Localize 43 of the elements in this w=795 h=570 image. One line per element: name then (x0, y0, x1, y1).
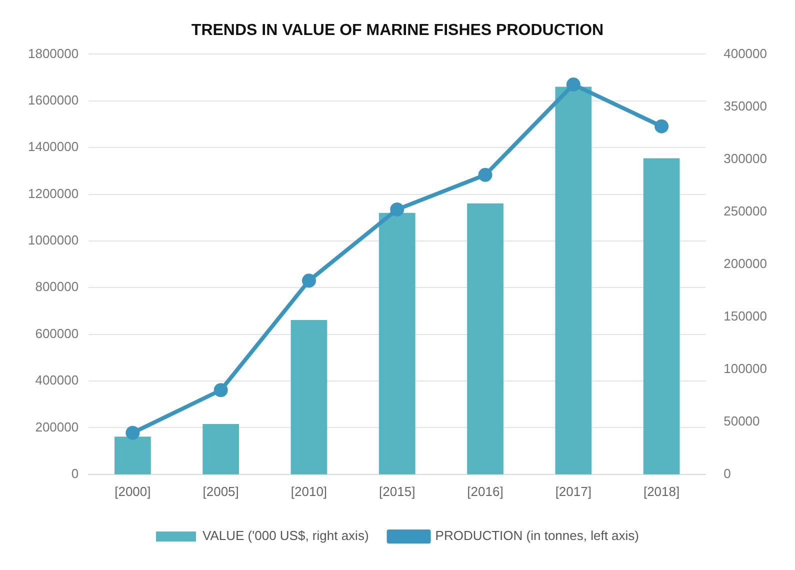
y2-tick-label: 50000 (724, 413, 760, 428)
y2-tick-label: 150000 (724, 308, 768, 324)
x-tick-label: [2016] (467, 484, 504, 499)
y-tick-label: 0 (71, 466, 79, 481)
bar (290, 320, 328, 474)
legend-label: PRODUCTION (in tonnes, left axis) (435, 528, 639, 544)
x-tick-label: [2000] (114, 484, 151, 499)
y-tick-label: 400000 (35, 372, 79, 388)
y-tick-label: 1400000 (28, 139, 79, 154)
point (654, 119, 669, 134)
y-tick-label: 600000 (35, 326, 79, 341)
x-tick-label: [2010] (290, 484, 328, 499)
x-tick-label: [2005] (202, 484, 239, 499)
point (214, 383, 228, 398)
x-tick-label: [2017] (555, 484, 592, 499)
point (126, 426, 140, 440)
legend-label: VALUE ('000 US$, right axis) (202, 528, 369, 544)
y2-tick-label: 250000 (724, 203, 768, 218)
bar (555, 86, 592, 474)
bar (378, 212, 416, 474)
y2-tick-label: 400000 (724, 46, 768, 61)
y-tick-label: 800000 (35, 279, 79, 294)
point (566, 78, 580, 92)
chart-title: TRENDS IN VALUE OF MARINE FISHES PRODUCTION (191, 22, 604, 40)
point (390, 202, 404, 216)
y2-tick-label: 100000 (724, 360, 768, 376)
y-tick-label: 200000 (35, 419, 79, 434)
point (302, 274, 316, 288)
y-tick-label: 1600000 (28, 92, 79, 108)
y2-tick-label: 300000 (724, 150, 768, 166)
bar (202, 424, 240, 474)
y-tick-label: 1000000 (28, 232, 79, 248)
point (478, 168, 492, 182)
bar (114, 436, 151, 474)
y-tick-label: 1800000 (28, 46, 79, 61)
y2-tick-label: 350000 (724, 98, 768, 114)
bar (467, 203, 504, 474)
y2-tick-label: 0 (724, 466, 731, 481)
x-tick-label: [2018] (643, 484, 680, 499)
x-tick-label: [2015] (379, 484, 416, 499)
y-tick-label: 1200000 (28, 186, 79, 201)
bar (643, 158, 680, 474)
y2-tick-label: 200000 (724, 256, 768, 271)
